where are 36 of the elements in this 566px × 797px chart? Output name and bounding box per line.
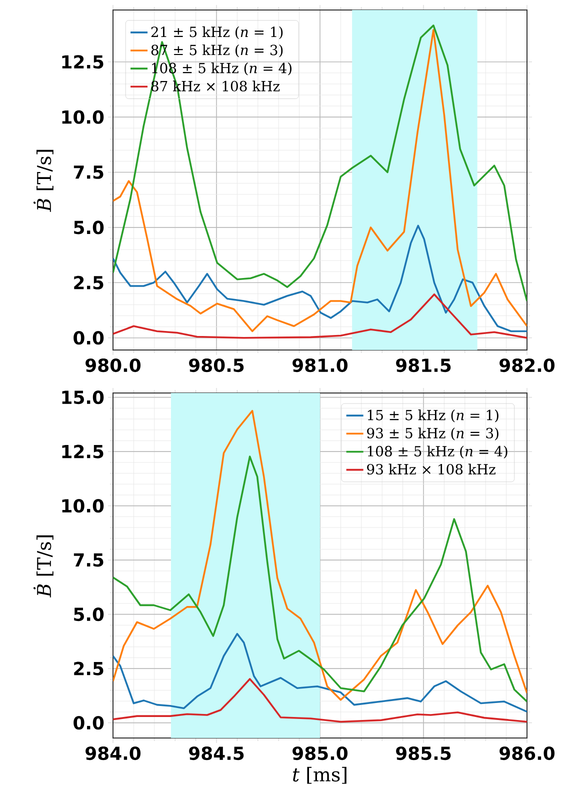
y-tick-label: 0.0 <box>74 716 104 730</box>
y-tick-label: 5.0 <box>74 220 104 234</box>
x-tick-label: 985.0 <box>292 746 348 760</box>
y-tick-label: 10.0 <box>62 110 104 124</box>
line-series <box>113 410 527 701</box>
x-tick-label: 980.0 <box>86 358 141 372</box>
y-tick-label: 0.0 <box>74 331 104 345</box>
y-tick-label: 10.0 <box>62 499 104 513</box>
legend-label: 93 kHz × 108 kHz <box>367 464 496 475</box>
y-tick-label: 2.5 <box>74 276 104 290</box>
x-tick-label: 984.0 <box>86 746 141 760</box>
line-series <box>113 293 527 339</box>
x-tick-label: 984.5 <box>189 746 244 760</box>
legend-label: 15 ± 5 kHz (n = 1) <box>368 410 498 422</box>
y-axis-title: Ḃ [T/s] <box>33 535 54 598</box>
y-tick-label: 15.0 <box>62 390 104 404</box>
x-tick-label: 980.5 <box>189 358 244 372</box>
y-tick-label: 12.5 <box>62 444 104 458</box>
x-tick-label: 981.0 <box>292 358 348 372</box>
x-tick-label: 981.5 <box>396 358 451 372</box>
y-tick-label: 5.0 <box>74 608 104 622</box>
legend-label: 93 ± 5 kHz (n = 3) <box>367 428 498 440</box>
y-tick-label: 7.5 <box>74 166 104 179</box>
legend-label: 108 ± 5 kHz (n = 4) <box>368 446 508 458</box>
y-tick-label: 7.5 <box>74 553 104 567</box>
y-axis-title: Ḃ [T/s] <box>33 150 54 212</box>
line-series <box>113 224 527 332</box>
legend-label: 21 ± 5 kHz (n = 1) <box>151 26 283 40</box>
y-tick-label: 12.5 <box>62 55 104 69</box>
x-tick-label: 986.0 <box>500 746 555 760</box>
y-tick-label: 2.5 <box>74 662 104 676</box>
x-axis-title: t [ms] <box>292 766 346 784</box>
line-series <box>113 678 527 723</box>
x-tick-label: 982.0 <box>500 358 555 372</box>
x-tick-label: 985.5 <box>396 746 451 760</box>
line-series <box>113 632 527 713</box>
